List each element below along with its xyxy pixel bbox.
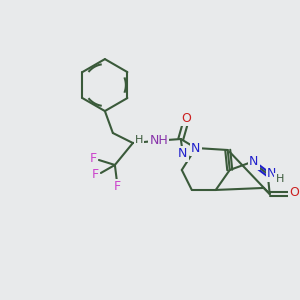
Text: O: O xyxy=(181,112,191,124)
Text: NH: NH xyxy=(149,134,168,146)
Text: F: F xyxy=(89,152,97,166)
Text: O: O xyxy=(290,187,300,200)
Text: H: H xyxy=(275,174,284,184)
Text: H: H xyxy=(135,135,143,145)
Text: N: N xyxy=(178,148,188,160)
Text: F: F xyxy=(113,181,120,194)
Text: F: F xyxy=(91,169,98,182)
Text: N: N xyxy=(249,155,258,169)
Text: N: N xyxy=(267,167,276,181)
Text: N: N xyxy=(191,142,200,154)
